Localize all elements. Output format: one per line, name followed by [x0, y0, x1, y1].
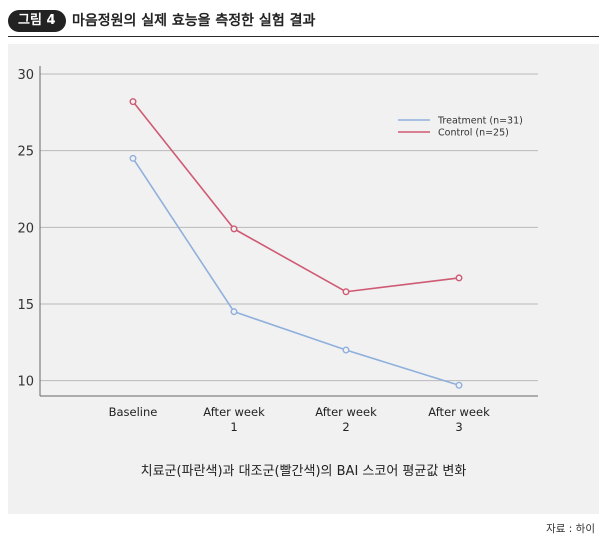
chart-caption: 치료군(파란색)과 대조군(빨간색)의 BAI 스코어 평균값 변화 — [140, 464, 467, 479]
x-tick-label: 3 — [455, 420, 462, 434]
data-point-0-1 — [230, 308, 238, 316]
y-tick-label: 30 — [17, 68, 34, 83]
series-line-1 — [132, 101, 460, 293]
data-point-1-0 — [129, 98, 137, 106]
figure-number-badge: 그림 4 — [8, 10, 66, 32]
source-note: 자료 : 하이 — [546, 523, 595, 535]
x-tick-label: After week — [203, 405, 265, 419]
data-point-1-3 — [455, 274, 463, 282]
figure-header: 그림 4 마음정원의 실제 효능을 측정한 실험 결과 — [8, 8, 599, 37]
y-tick-label: 15 — [17, 298, 34, 313]
data-point-1-2 — [342, 288, 350, 296]
data-point-0-3 — [455, 381, 463, 389]
chart-panel: 10 15 20 25 30 Baseline After week 1 After week 2… — [8, 44, 599, 514]
y-tick-label: 10 — [17, 375, 34, 390]
series-line-0 — [132, 157, 460, 387]
data-point-1-1 — [230, 225, 238, 233]
y-tick-label: 20 — [17, 221, 34, 236]
x-tick-label: After week — [428, 405, 490, 419]
legend-label-1: Control (n=25) — [438, 128, 509, 139]
x-tick-label: After week — [315, 405, 377, 419]
data-point-0-0 — [129, 154, 137, 162]
data-point-0-2 — [342, 346, 350, 354]
figure-title: 마음정원의 실제 효능을 측정한 실험 결과 — [72, 13, 316, 29]
x-tick-label: 1 — [230, 420, 237, 434]
y-tick-label: 25 — [17, 145, 34, 160]
x-tick-label: 2 — [342, 420, 349, 434]
legend-label-0: Treatment (n=31) — [437, 116, 523, 127]
x-tick-label: Baseline — [109, 405, 158, 419]
